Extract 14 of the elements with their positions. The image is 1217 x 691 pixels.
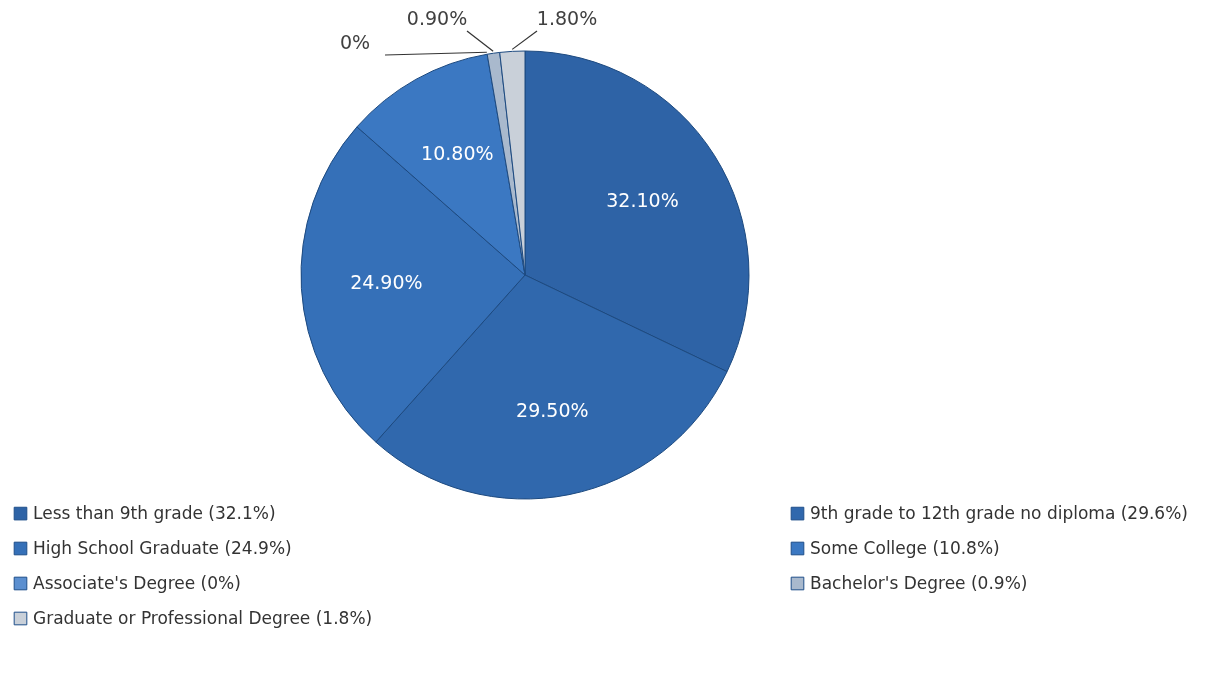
data-label: 1.80% (536, 7, 598, 29)
legend-label: Bachelor's Degree (0.9%) (810, 572, 1028, 593)
legend-label: Some College (10.8%) (810, 537, 1000, 558)
data-label: 29.50% (516, 399, 589, 422)
data-label: 0.90% (406, 7, 468, 29)
legend-label: 9th grade to 12th grade no diploma (29.6%) (810, 502, 1188, 523)
data-label: 24.90% (350, 271, 423, 294)
legend-label: Less than 9th grade (32.1%) (33, 502, 276, 523)
legend-label: High School Graduate (24.9%) (33, 537, 292, 558)
data-label: 10.80% (421, 141, 494, 164)
legend-label: Graduate or Professional Degree (1.8%) (33, 607, 373, 628)
text: 0% (339, 31, 371, 53)
data-label: 32.10% (606, 188, 679, 211)
legend-label: Associate's Degree (0%) (33, 572, 241, 593)
